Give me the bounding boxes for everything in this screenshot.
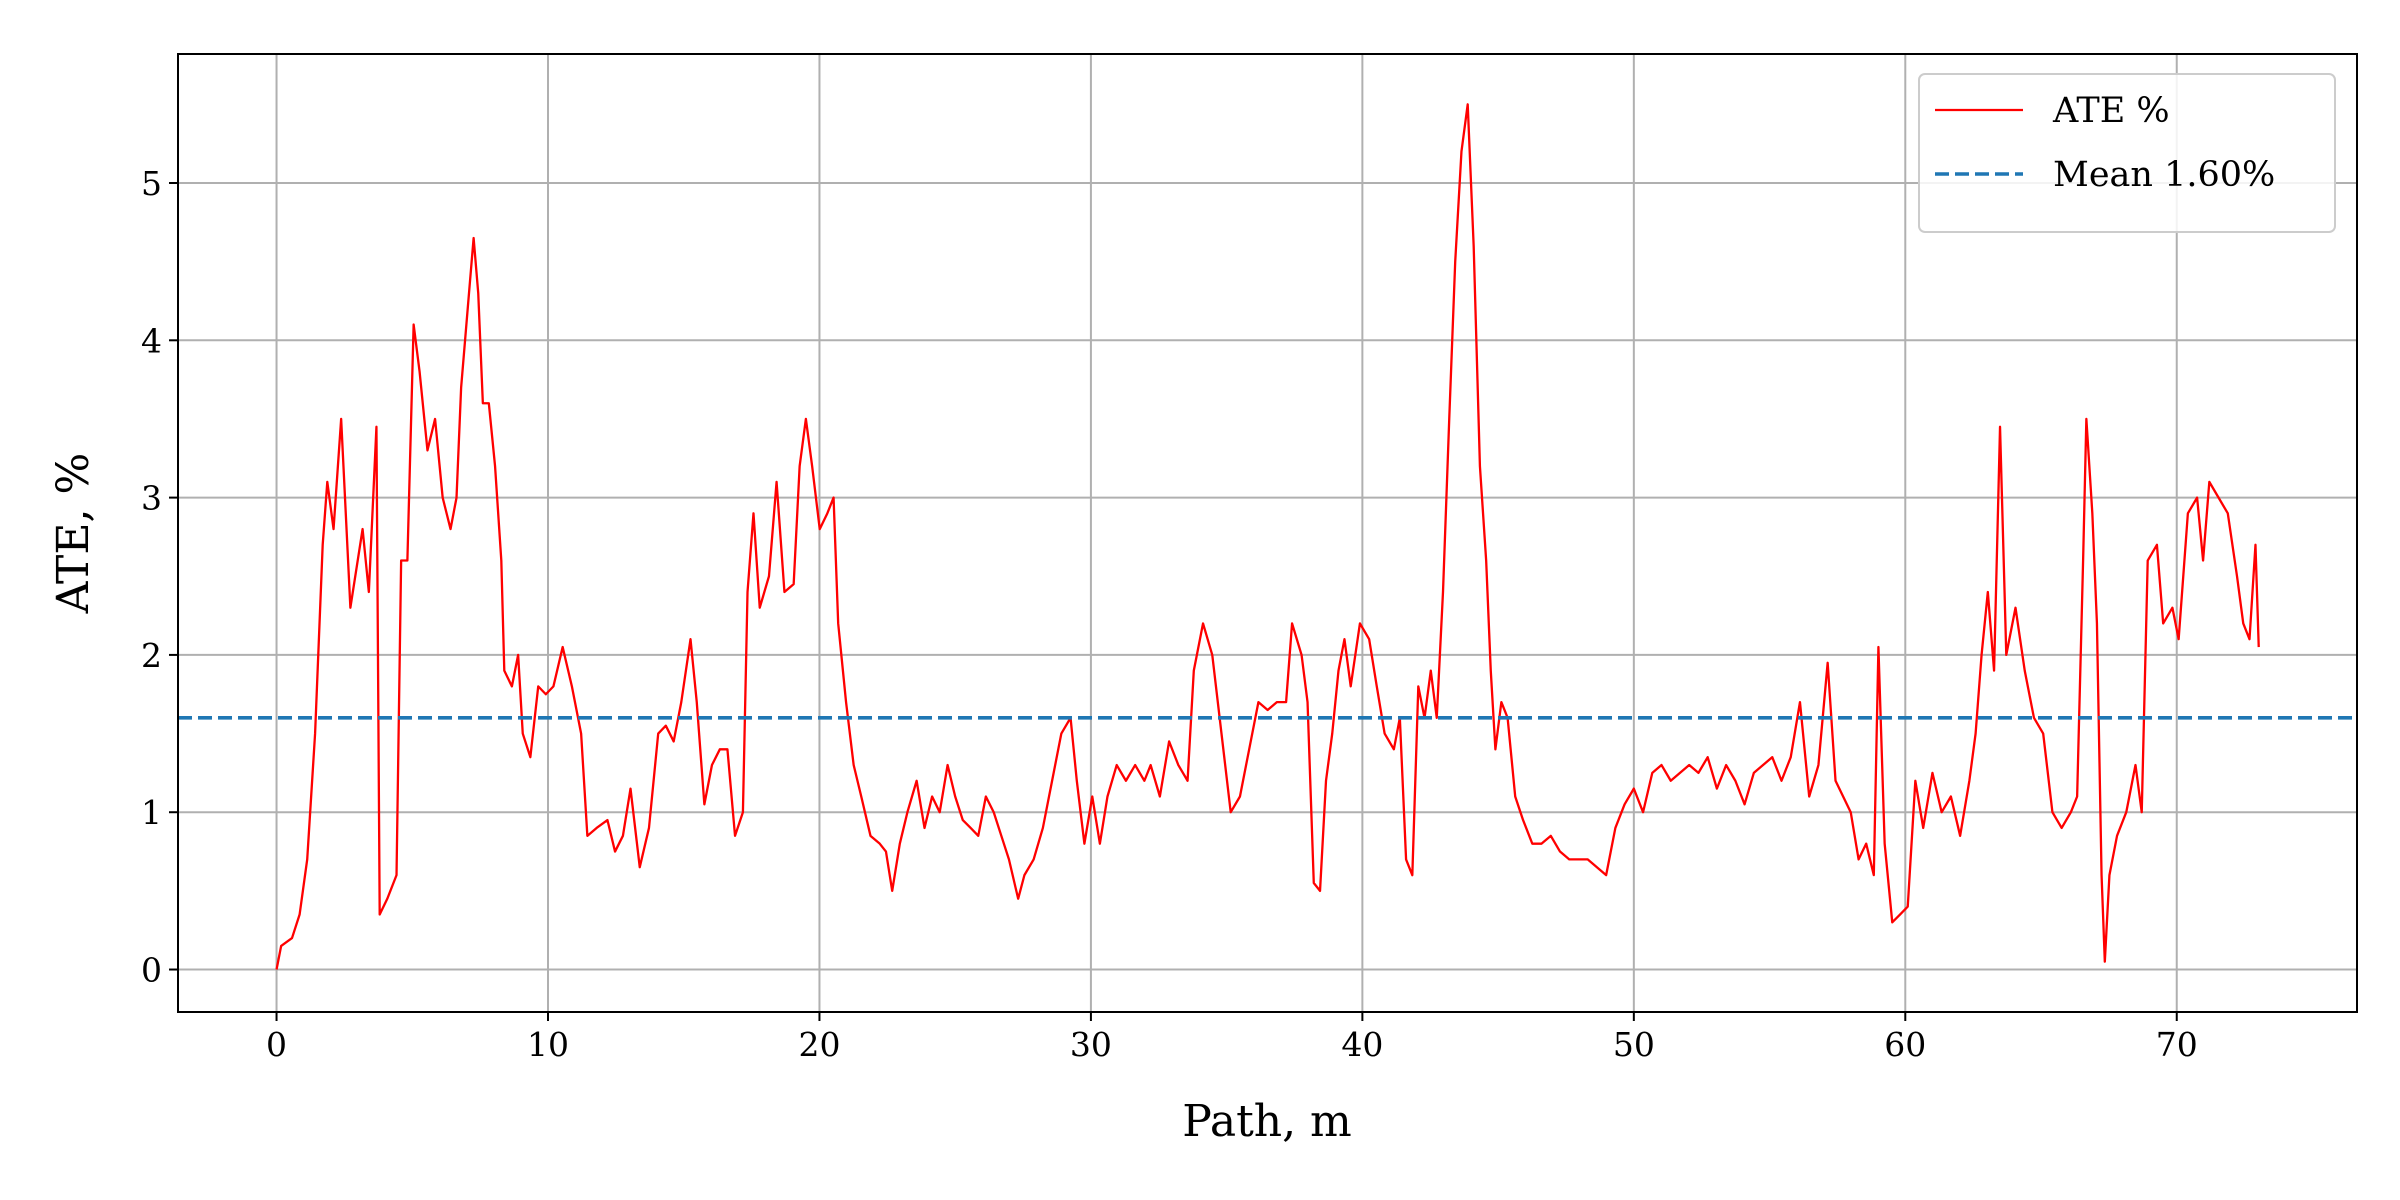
x-tick-label: 30 <box>1070 1025 1112 1064</box>
y-tick-label: 2 <box>141 636 162 675</box>
legend-label: ATE % <box>2052 91 2170 131</box>
plot-area <box>178 103 2357 970</box>
y-tick-label: 3 <box>141 479 162 518</box>
legend-label: Mean 1.60% <box>2053 155 2275 195</box>
axes-frame <box>177 53 2358 1013</box>
x-tick-label: 70 <box>2156 1025 2198 1064</box>
x-axis-label: Path, m <box>1182 1096 1352 1147</box>
x-tick-label: 10 <box>527 1025 569 1064</box>
y-tick-label: 4 <box>141 321 162 360</box>
y-axis-label: ATE, % <box>48 453 99 615</box>
x-tick-label: 40 <box>1341 1025 1383 1064</box>
x-tick-label: 20 <box>798 1025 840 1064</box>
y-tick-label: 5 <box>141 164 162 203</box>
data-line <box>275 103 2260 970</box>
legend: ATE % Mean 1.60% <box>1918 73 2336 233</box>
x-tick-label: 50 <box>1613 1025 1655 1064</box>
y-tick-label: 1 <box>141 793 162 832</box>
y-tick-label: 0 <box>141 951 162 990</box>
x-tick-label: 60 <box>1884 1025 1926 1064</box>
legend-box <box>1918 73 2336 233</box>
x-tick-label: 0 <box>266 1025 287 1064</box>
